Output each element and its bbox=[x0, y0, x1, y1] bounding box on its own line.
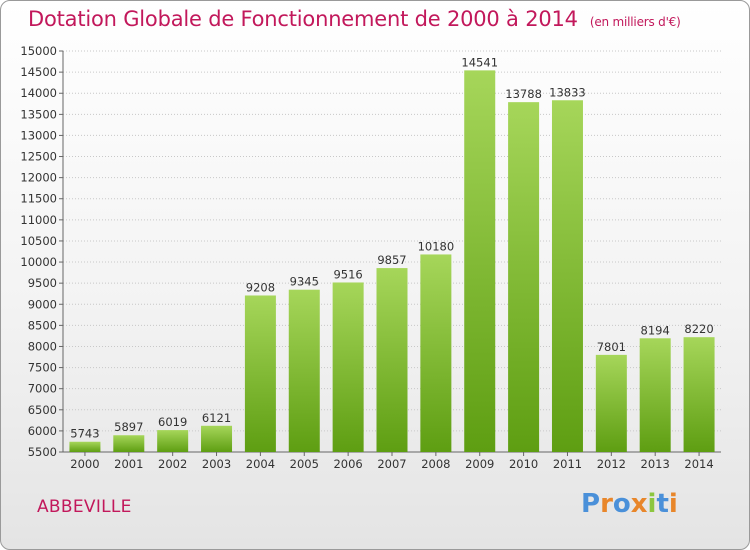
x-tick-label: 2007 bbox=[377, 457, 406, 471]
y-tick-label: 7000 bbox=[28, 382, 57, 396]
bar-2009 bbox=[464, 70, 496, 452]
bar-value-label: 14541 bbox=[461, 55, 498, 69]
bar-2004 bbox=[244, 295, 276, 452]
y-tick-label: 9500 bbox=[28, 276, 57, 290]
logo-letter: i bbox=[668, 489, 678, 519]
x-tick-label: 2013 bbox=[641, 457, 670, 471]
x-tick-label: 2002 bbox=[158, 457, 187, 471]
bar-value-label: 13788 bbox=[505, 87, 542, 101]
bars bbox=[69, 70, 715, 453]
bar-2010 bbox=[508, 102, 540, 453]
x-tick-label: 2011 bbox=[553, 457, 582, 471]
y-tick-label: 13500 bbox=[20, 107, 57, 121]
chart-unit: (en milliers d'€) bbox=[589, 15, 681, 29]
y-tick-label: 5500 bbox=[28, 445, 57, 459]
bar-2001 bbox=[113, 435, 145, 452]
bar-2002 bbox=[157, 430, 189, 452]
bar-value-label: 10180 bbox=[418, 239, 455, 253]
bar-2014 bbox=[683, 337, 715, 452]
y-tick-label: 8000 bbox=[28, 339, 57, 353]
x-tick-label: 2008 bbox=[421, 457, 450, 471]
y-tick-label: 12500 bbox=[20, 150, 57, 164]
logo-letter: o bbox=[612, 489, 631, 519]
bar-2008 bbox=[420, 254, 452, 452]
x-tick-label: 2003 bbox=[202, 457, 231, 471]
x-tick-label: 2012 bbox=[597, 457, 626, 471]
x-tick-label: 2000 bbox=[70, 457, 99, 471]
logo-letter: x bbox=[630, 489, 648, 519]
y-tick-label: 7500 bbox=[28, 361, 57, 375]
y-tick-label: 9000 bbox=[28, 297, 57, 311]
y-tick-label: 6000 bbox=[28, 424, 57, 438]
y-tick-label: 8500 bbox=[28, 318, 57, 332]
bar-value-label: 9345 bbox=[290, 275, 319, 289]
y-tick-label: 11000 bbox=[20, 213, 57, 227]
x-tick-label: 2006 bbox=[333, 457, 362, 471]
x-tick-label: 2001 bbox=[114, 457, 143, 471]
bar-value-label: 8220 bbox=[684, 322, 713, 336]
city-name: ABBEVILLE bbox=[37, 497, 132, 517]
bar-value-label: 6019 bbox=[158, 415, 187, 429]
bar-value-label: 13833 bbox=[549, 85, 586, 99]
bar-2000 bbox=[69, 441, 101, 452]
bar-value-label: 9857 bbox=[377, 253, 406, 267]
bar-value-label: 9516 bbox=[333, 267, 362, 281]
chart-title: Dotation Globale de Fonctionnement de 20… bbox=[28, 7, 681, 31]
bar-2005 bbox=[288, 289, 320, 452]
bar-2007 bbox=[376, 268, 408, 452]
chart-title-text: Dotation Globale de Fonctionnement de 20… bbox=[28, 7, 578, 31]
y-tick-label: 11500 bbox=[20, 192, 57, 206]
x-tick-label: 2009 bbox=[465, 457, 494, 471]
logo-letter: t bbox=[656, 489, 669, 519]
x-tick-label: 2014 bbox=[684, 457, 713, 471]
bar-value-label: 8194 bbox=[641, 323, 670, 337]
y-tick-label: 6500 bbox=[28, 403, 57, 417]
bar-2013 bbox=[639, 338, 671, 452]
bar-value-label: 7801 bbox=[597, 340, 626, 354]
y-tick-label: 14500 bbox=[20, 65, 57, 79]
logo-letter: r bbox=[600, 489, 613, 519]
x-tick-label: 2010 bbox=[509, 457, 538, 471]
bar-2011 bbox=[551, 100, 583, 453]
bar-value-label: 6121 bbox=[202, 411, 231, 425]
bar-value-label: 5743 bbox=[70, 427, 99, 441]
proxiti-logo[interactable]: Proxiti bbox=[581, 489, 678, 519]
bar-2003 bbox=[201, 425, 233, 452]
x-tick-label: 2004 bbox=[246, 457, 275, 471]
y-tick-label: 12000 bbox=[20, 171, 57, 185]
bar-value-label: 9208 bbox=[246, 280, 275, 294]
y-tick-label: 10000 bbox=[20, 255, 57, 269]
logo-letter: P bbox=[581, 489, 601, 519]
bar-2006 bbox=[332, 282, 364, 452]
y-tick-label: 10500 bbox=[20, 234, 57, 248]
y-tick-label: 15000 bbox=[20, 44, 57, 58]
bar-value-label: 5897 bbox=[114, 420, 143, 434]
x-tick-label: 2005 bbox=[290, 457, 319, 471]
y-tick-label: 13000 bbox=[20, 128, 57, 142]
y-tick-label: 14000 bbox=[20, 86, 57, 100]
bar-2012 bbox=[595, 354, 627, 452]
logo-letter: i bbox=[647, 489, 657, 519]
labels: 5500 6000 6500 7000 7500 8000 8500 9000 9500 1000… bbox=[20, 44, 713, 471]
